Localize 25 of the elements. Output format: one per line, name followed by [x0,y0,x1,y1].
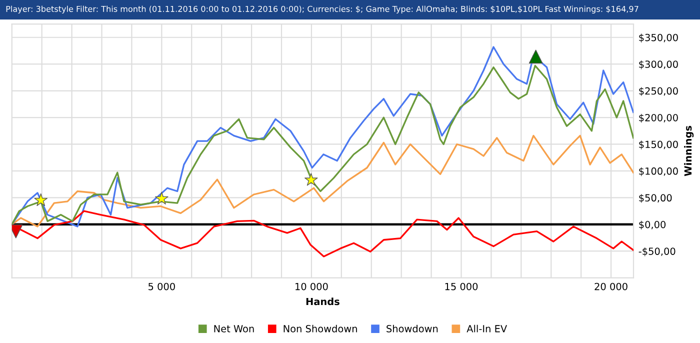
point [304,173,318,186]
point [528,50,543,64]
y-tick-label: $300,00 [639,60,678,70]
point [34,193,48,206]
line-series [12,210,634,258]
y-tick-label: $200,00 [639,114,678,123]
y-tick-label: $150,00 [639,140,678,150]
chart-title: Player: 3betstyle Filter: This month (01.11.2016 0:00 to 01.12.2016 0:00); Currencies: $; Game Type: AllOmaha; Blinds: $10PL,$10PL Fast Winnings: $164,97 [6,6,638,14]
y-tick-label: $0,00 [639,220,666,230]
x-tick-label: 20 000 [594,282,628,290]
y-tick-label: $100,00 [639,167,678,176]
x-axis-title: Hands [306,298,340,306]
y-tick-label: -$50,00 [638,247,676,256]
x-tick-label: 15 000 [445,282,478,290]
legend-label: Net Won [214,325,254,332]
point [155,192,168,204]
legend-label: Showdown [386,324,438,332]
y-tick-label: $350,00 [639,34,678,42]
legend-label: Non Showdown [284,324,357,332]
y-axis-title: Winnings [684,126,694,176]
y-tick-label: $50,00 [639,194,672,203]
x-tick-label: 5 000 [148,282,175,290]
legend-label: All-In EV [466,324,508,332]
x-tick-label: 10 000 [296,282,328,290]
y-tick-label: $250,00 [639,87,678,96]
